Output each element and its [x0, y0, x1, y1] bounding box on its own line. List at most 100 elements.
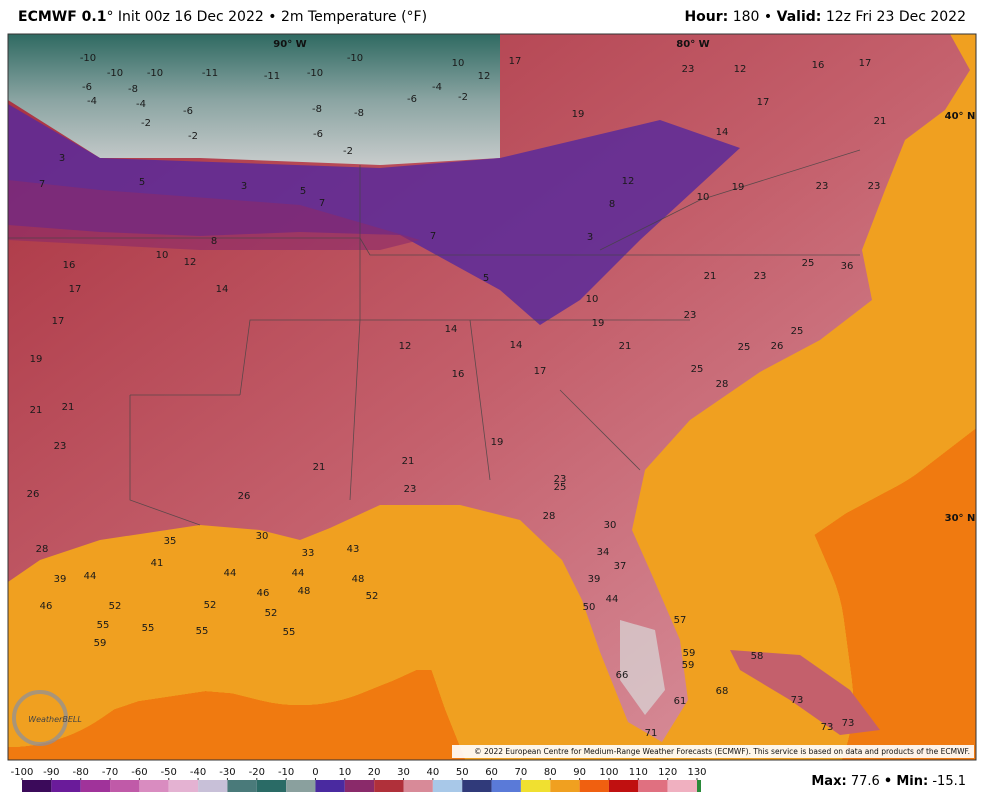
- station-value: 52: [109, 601, 122, 612]
- colorbar-label: -10: [278, 767, 294, 778]
- station-value: 7: [319, 198, 325, 209]
- station-value: -2: [141, 118, 151, 129]
- valid: 12z Fri 23 Dec 2022: [825, 9, 966, 25]
- station-value: 55: [97, 620, 110, 631]
- station-value: 19: [592, 318, 605, 329]
- station-value: -11: [264, 71, 280, 82]
- station-value: 58: [751, 651, 764, 662]
- station-value: 44: [606, 594, 619, 605]
- station-value: 14: [510, 340, 523, 351]
- station-value: 5: [300, 186, 306, 197]
- station-value: 14: [716, 127, 729, 138]
- station-value: -2: [343, 146, 353, 157]
- colorbar-segment: [520, 780, 551, 792]
- station-value: 23: [554, 474, 567, 485]
- station-value: -2: [188, 131, 198, 142]
- colorbar-segment: [638, 780, 668, 792]
- copyright: © 2022 European Centre for Medium-Range …: [474, 747, 970, 756]
- station-value: 17: [757, 97, 770, 108]
- station-value: 28: [543, 511, 556, 522]
- header: ECMWF 0.1° Init 00z 16 Dec 2022 • 2m Tem…: [0, 0, 984, 32]
- station-value: 23: [816, 181, 829, 192]
- colorbar-segment: [51, 780, 81, 792]
- colorbar-segment: [608, 780, 639, 792]
- station-value: 57: [674, 615, 687, 626]
- station-value: 34: [597, 547, 610, 558]
- station-value: -10: [307, 68, 323, 79]
- station-value: -11: [202, 68, 218, 79]
- station-value: 14: [445, 324, 458, 335]
- station-labels: -10 -10 -10 -8 -6 -4 -4 -2 -2 -6 -11 -11 -10 -8 -6 -2 -1…: [27, 53, 887, 739]
- max: 77.6: [850, 774, 880, 789]
- station-value: -4: [87, 96, 97, 107]
- station-value: 17: [52, 316, 65, 327]
- station-value: 55: [196, 626, 209, 637]
- grid-label: 80° W: [676, 39, 709, 50]
- separator: •: [883, 774, 893, 789]
- min: -15.1: [932, 774, 966, 789]
- station-value: 59: [682, 660, 695, 671]
- header-right: Hour: 180 • Valid: 12z Fri 23 Dec 2022: [684, 9, 966, 25]
- station-value: 19: [732, 182, 745, 193]
- station-value: 48: [352, 574, 365, 585]
- station-value: 46: [40, 601, 53, 612]
- colorbar-label: -100: [11, 767, 34, 778]
- hour-label: Hour:: [684, 9, 729, 25]
- colorbar-label: -50: [161, 767, 177, 778]
- station-value: 21: [402, 456, 415, 467]
- station-value: 3: [241, 181, 247, 192]
- station-value: 5: [139, 177, 145, 188]
- colorbar-label: 30: [397, 767, 410, 778]
- station-value: -2: [458, 92, 468, 103]
- station-value: 25: [802, 258, 815, 269]
- station-value: 39: [588, 574, 601, 585]
- colorbar-segment: [344, 780, 375, 792]
- station-value: 25: [554, 482, 567, 493]
- station-value: 21: [313, 462, 326, 473]
- logo: WeatherBELL: [28, 715, 82, 724]
- station-value: -6: [313, 129, 323, 140]
- station-value: 10: [586, 294, 599, 305]
- station-value: 25: [791, 326, 804, 337]
- valid-label: Valid:: [776, 9, 822, 25]
- station-value: 16: [452, 369, 465, 380]
- colorbar-segment: [374, 780, 404, 792]
- colorbar-segment: [227, 780, 257, 792]
- station-value: -4: [432, 82, 442, 93]
- station-value: 17: [69, 284, 82, 295]
- colorbar-segment: [80, 780, 111, 792]
- station-value: 23: [54, 441, 67, 452]
- colorbar-label: -70: [102, 767, 118, 778]
- colorbar-segment: [256, 780, 287, 792]
- station-value: 73: [791, 695, 804, 706]
- station-value: 17: [534, 366, 547, 377]
- station-value: 39: [54, 574, 67, 585]
- station-value: 23: [682, 64, 695, 75]
- station-value: 26: [771, 341, 784, 352]
- colorbar-label: 40: [427, 767, 440, 778]
- station-value: 12: [622, 176, 635, 187]
- station-value: 50: [583, 602, 596, 613]
- station-value: 16: [63, 260, 76, 271]
- station-value: 17: [859, 58, 872, 69]
- colorbar-label: -80: [73, 767, 89, 778]
- station-value: 73: [821, 722, 834, 733]
- colorbar-label: 80: [544, 767, 557, 778]
- station-value: 23: [404, 484, 417, 495]
- colorbar-label: 20: [368, 767, 381, 778]
- colorbar-label: 100: [599, 767, 618, 778]
- colorbar-label: -20: [249, 767, 265, 778]
- colorbar-label: 130: [687, 767, 706, 778]
- colorbar-label: 90: [573, 767, 586, 778]
- colorbar-segment: [168, 780, 199, 792]
- station-value: 12: [399, 341, 412, 352]
- grid-label: 40° N: [945, 111, 976, 122]
- grid-label: 90° W: [273, 39, 306, 50]
- colorbar-segment: [462, 780, 492, 792]
- colorbar-segment: [432, 780, 463, 792]
- grid-label: 30° N: [945, 513, 976, 524]
- station-value: 48: [298, 586, 311, 597]
- station-value: 21: [62, 402, 75, 413]
- station-value: 30: [604, 520, 617, 531]
